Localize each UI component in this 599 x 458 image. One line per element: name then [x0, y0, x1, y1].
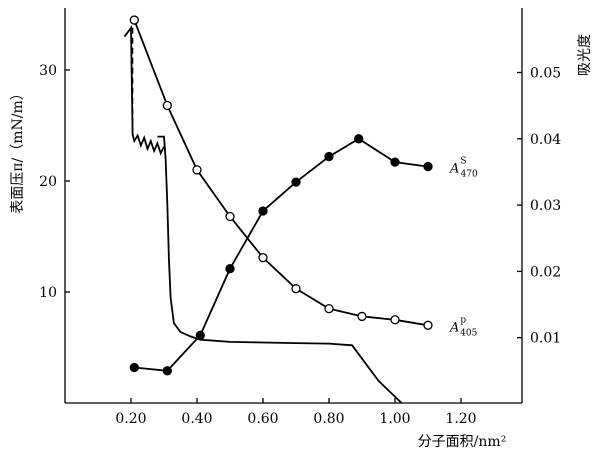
x-tick-label: 1.00	[379, 411, 410, 427]
y-left-axis-label: 表面压π/（mN/m）	[10, 86, 26, 213]
a470-point	[291, 177, 301, 187]
y-right-axis-label: 吸光度	[577, 34, 593, 76]
a405-point	[225, 211, 235, 222]
a470-point	[162, 366, 172, 376]
a405-point	[129, 15, 139, 25]
a405-point	[423, 320, 433, 330]
a470-point	[225, 264, 235, 274]
a470-line	[134, 137, 429, 372]
y-right-tick-label: 0.01	[530, 331, 561, 347]
y-left-tick-label: 30	[39, 63, 57, 79]
a470-label: AS 470	[449, 157, 478, 180]
a470-point	[324, 151, 334, 162]
a405-point	[357, 311, 367, 322]
x-tick-label: 0.40	[181, 411, 212, 427]
collapse-line	[123, 25, 165, 156]
series-group: Ap 405 AS 470	[123, 15, 478, 404]
y-right-tick-label: 0.03	[530, 198, 561, 214]
a405-line	[133, 19, 429, 327]
x-tick-label: 1.20	[445, 411, 476, 427]
isotherm-line	[157, 135, 403, 404]
a470-point	[354, 134, 364, 144]
a470-point	[423, 161, 433, 172]
y-right-tick-label: 0.04	[530, 132, 561, 148]
a405-point	[192, 165, 202, 175]
x-tick-label: 0.60	[247, 411, 278, 427]
a405-point	[390, 315, 400, 325]
y-left-tick-label: 10	[39, 285, 57, 301]
axis-ticks: 0.20 0.40 0.60 0.80 1.00 1.20 10 20 30 0.01 0.02 0.…	[39, 63, 561, 427]
a405-point	[291, 284, 301, 294]
a470-point	[258, 206, 268, 216]
a405-point	[324, 303, 334, 314]
a470-point	[129, 362, 139, 373]
y-right-tick-label: 0.02	[530, 264, 561, 280]
x-tick-label: 0.80	[313, 411, 344, 427]
a470-point	[195, 330, 205, 340]
y-left-tick-label: 20	[39, 174, 57, 190]
a405-label: Ap 405	[449, 315, 478, 338]
a470-point	[390, 157, 400, 167]
a405-point	[162, 100, 172, 111]
a405-point	[258, 252, 268, 263]
x-tick-label: 0.20	[115, 411, 146, 427]
y-right-tick-label: 0.05	[530, 66, 561, 82]
x-axis-label: 分子面积/nm²	[418, 434, 507, 450]
